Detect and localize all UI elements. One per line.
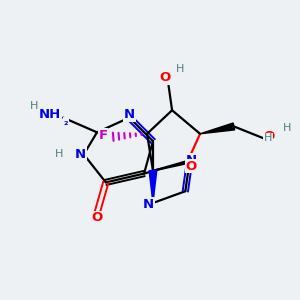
Text: ₂: ₂ [64, 117, 68, 127]
Polygon shape [149, 171, 157, 203]
Text: H: H [283, 123, 291, 133]
Text: NH: NH [39, 108, 61, 121]
Text: N: N [75, 148, 86, 161]
Text: O: O [92, 211, 103, 224]
Text: O: O [186, 160, 197, 173]
Text: N: N [143, 198, 154, 211]
Text: N: N [124, 108, 135, 121]
Text: O: O [159, 71, 170, 84]
Text: H: H [55, 149, 63, 159]
Text: H: H [264, 133, 272, 143]
Text: O: O [264, 130, 275, 143]
Text: H: H [29, 101, 38, 111]
Text: H: H [176, 64, 184, 74]
Polygon shape [200, 123, 235, 134]
Text: F: F [98, 129, 107, 142]
Text: N: N [186, 154, 197, 167]
